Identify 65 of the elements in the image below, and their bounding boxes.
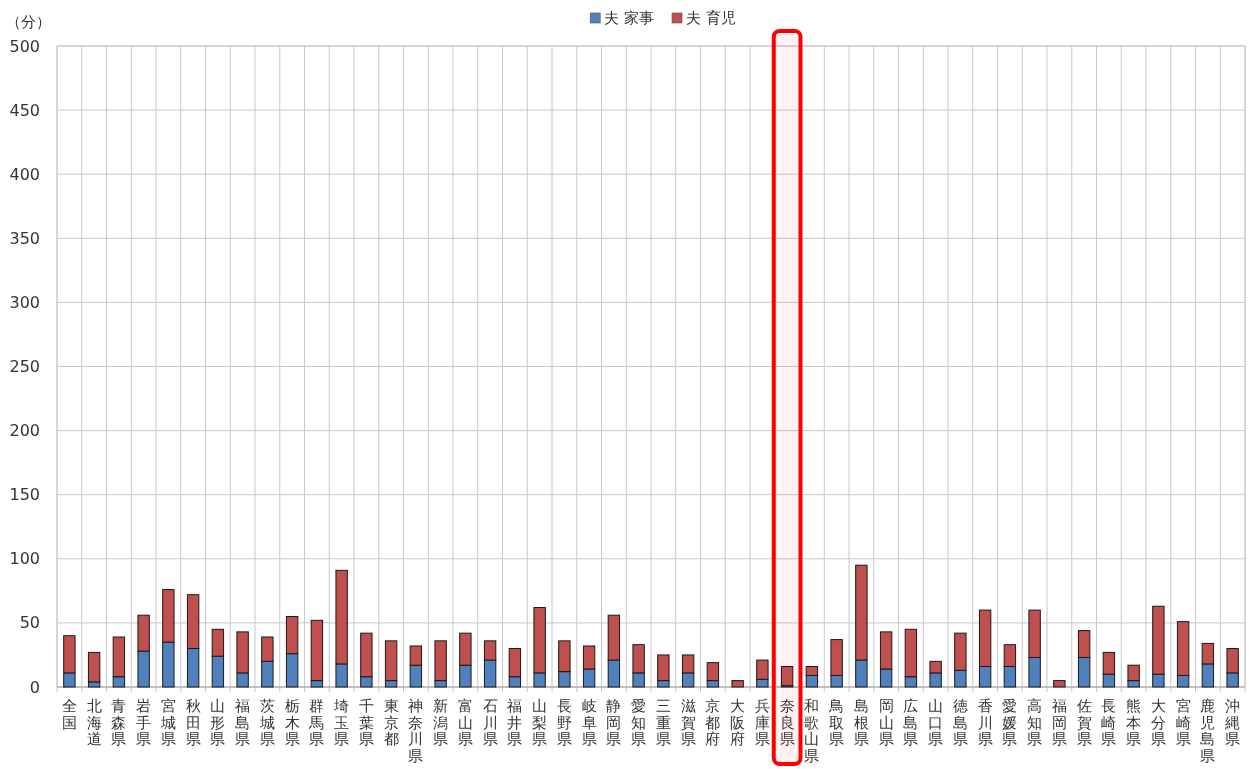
y-tick-label: 50 [19,613,40,633]
x-tick-label: 愛媛県 [1002,697,1018,748]
x-tick-label: 和歌山県 [804,697,820,765]
x-tick-label: 鹿児島県 [1200,697,1216,765]
x-tick-label: 福岡県 [1051,697,1067,748]
x-tick-label: 三重県 [655,697,671,748]
x-tick-label: 千葉県 [358,697,374,748]
x-tick-label: 高知県 [1027,697,1043,748]
bar [731,680,744,688]
x-tick-label: 新潟県 [433,697,449,748]
x-tick-label: 愛知県 [631,697,647,748]
x-tick-label: 秋田県 [185,697,201,748]
x-tick-label: 全国 [61,697,77,732]
x-tick-label: 神奈川県 [408,697,424,765]
x-tick-label: 宮城県 [159,697,176,748]
legend-label: 夫 育児 [686,9,736,27]
y-axis-title: （分） [6,13,51,31]
x-tick-label: 長野県 [556,697,572,748]
x-tick-label: 青森県 [111,697,127,748]
legend-label: 夫 家事 [604,9,654,27]
x-tick-label: 茨城県 [258,697,275,748]
x-tick-label: 山梨県 [532,697,548,748]
x-tick-label: 兵庫県 [754,697,770,748]
x-tick-label: 香川県 [977,697,993,748]
y-tick-label: 450 [9,100,40,120]
y-tick-label: 150 [9,485,40,505]
x-tick-label: 鳥取県 [828,697,845,748]
x-tick-label: 埼玉県 [333,697,350,748]
x-tick-label: 群馬県 [308,697,325,748]
y-tick-label: 400 [9,164,40,184]
x-tick-label: 沖縄県 [1224,697,1241,748]
x-tick-label: 栃木県 [284,697,300,748]
x-tick-label: 島根県 [853,697,869,748]
x-tick-label: 山口県 [928,697,944,748]
y-tick-label: 100 [9,549,40,569]
x-tick-label: 奈良県 [779,697,795,748]
x-tick-label: 岡山県 [878,697,894,748]
x-tick-label: 長崎県 [1101,697,1117,748]
x-tick-label: 東京都 [383,697,399,748]
y-tick-label: 250 [9,357,40,376]
x-tick-label: 福島県 [235,697,251,748]
y-tick-label: 200 [9,421,40,441]
y-tick-label: 0 [29,677,40,697]
x-tick-label: 熊本県 [1126,697,1142,748]
x-tick-label: 富山県 [457,697,473,748]
x-tick-label: 山形県 [210,697,226,748]
y-tick-label: 300 [9,292,40,312]
x-tick-label: 福井県 [507,697,523,748]
x-tick-label: 静岡県 [606,697,622,748]
x-tick-label: 宮崎県 [1175,697,1191,748]
x-tick-label: 滋賀県 [680,697,696,748]
x-tick-label: 北海道 [86,697,102,748]
x-tick-label: 大阪府 [730,697,746,748]
x-tick-label: 岐阜県 [581,697,597,748]
x-tick-label: 京都府 [705,697,721,748]
x-tick-label: 佐賀県 [1076,697,1092,748]
x-tick-label: 大分県 [1150,697,1166,748]
x-tick-label: 広島県 [903,697,919,748]
y-tick-label: 350 [9,228,40,248]
bar [1053,680,1066,688]
bar [780,665,794,687]
x-tick-label: 徳島県 [952,697,968,748]
x-tick-label: 岩手県 [136,697,152,748]
x-tick-label: 石川県 [482,697,498,748]
y-tick-label: 500 [9,36,40,56]
